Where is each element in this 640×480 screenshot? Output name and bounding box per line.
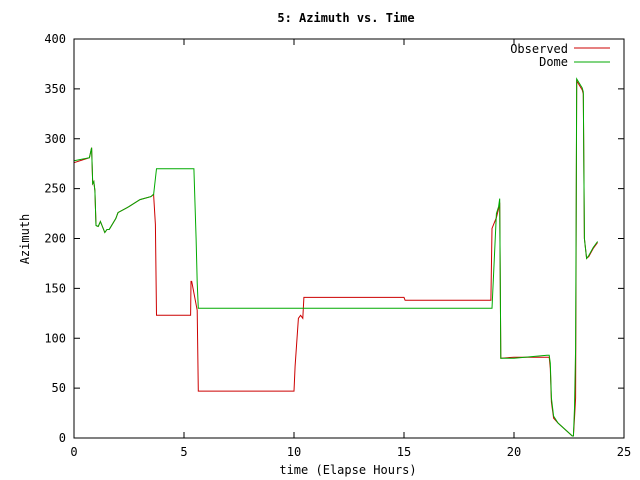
x-tick-label: 25 [617, 445, 631, 459]
y-tick-label: 150 [44, 281, 66, 295]
x-tick-label: 20 [507, 445, 521, 459]
legend-label-observed: Observed [510, 42, 568, 56]
legend-label-dome: Dome [539, 55, 568, 69]
legend: Observed Dome [510, 42, 610, 69]
y-tick-label: 0 [59, 431, 66, 445]
y-tick-label: 300 [44, 132, 66, 146]
y-tick-label: 50 [52, 381, 66, 395]
y-tick-label: 250 [44, 182, 66, 196]
x-axis-label: time (Elapse Hours) [279, 463, 416, 477]
series-lines [73, 77, 599, 437]
plot-border [73, 38, 625, 439]
y-tick-label: 350 [44, 82, 66, 96]
x-tick-label: 15 [397, 445, 411, 459]
series-line-dome [73, 77, 599, 437]
x-tick-label: 10 [287, 445, 301, 459]
axis-ticks: 0 50 100 150 200 250 300 350 400 0 5 10 15 20 25 [44, 32, 631, 459]
y-tick-label: 200 [44, 232, 66, 246]
x-tick-label: 0 [70, 445, 77, 459]
y-tick-label: 100 [44, 331, 66, 345]
y-axis-label: Azimuth [18, 214, 32, 265]
series-line-observed [73, 79, 599, 437]
x-tick-label: 5 [180, 445, 187, 459]
chart-title: 5: Azimuth vs. Time [277, 11, 414, 25]
y-tick-label: 400 [44, 32, 66, 46]
